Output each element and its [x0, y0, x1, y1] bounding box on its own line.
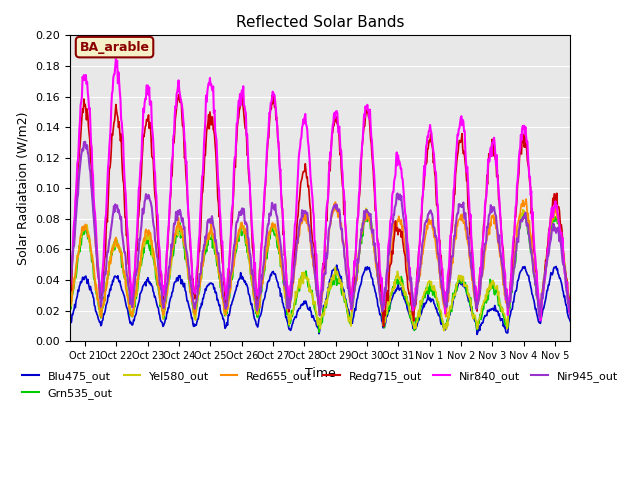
- Nir945_out: [242, 219, 250, 225]
- Nir945_out: [261, 244, 269, 250]
- Nir840_out: [242, 110, 250, 116]
- Redg715_out: [380, 324, 388, 329]
- Yel580_out: [260, 263, 268, 269]
- Nir840_out: [372, 206, 380, 212]
- X-axis label: Time: Time: [305, 367, 335, 380]
- Nir945_out: [81, 139, 89, 144]
- Nir840_out: [112, 56, 120, 62]
- Grn535_out: [566, 308, 574, 314]
- Grn535_out: [124, 298, 132, 303]
- Nir840_out: [261, 185, 269, 191]
- Grn535_out: [66, 310, 74, 316]
- Nir840_out: [566, 305, 574, 311]
- Blu475_out: [241, 278, 249, 284]
- Yel580_out: [400, 286, 408, 291]
- Red655_out: [217, 280, 225, 286]
- Redg715_out: [566, 311, 574, 317]
- Nir945_out: [217, 272, 225, 278]
- Red655_out: [125, 305, 132, 311]
- Redg715_out: [401, 251, 408, 257]
- Nir945_out: [372, 258, 380, 264]
- Redg715_out: [216, 232, 224, 238]
- Nir945_out: [400, 217, 408, 223]
- Redg715_out: [372, 209, 380, 215]
- Yel580_out: [566, 304, 574, 310]
- Blu475_out: [216, 308, 224, 313]
- Yel580_out: [124, 294, 132, 300]
- Nir840_out: [400, 193, 408, 199]
- Red655_out: [242, 226, 250, 231]
- Nir945_out: [66, 291, 74, 297]
- Nir840_out: [66, 288, 74, 294]
- Grn535_out: [260, 269, 268, 275]
- Red655_out: [566, 301, 574, 307]
- Redg715_out: [238, 88, 246, 94]
- Yel580_out: [216, 282, 224, 288]
- Red655_out: [98, 315, 106, 321]
- Legend: Blu475_out, Grn535_out, Yel580_out, Red655_out, Redg715_out, Nir840_out, Nir945_: Blu475_out, Grn535_out, Yel580_out, Red6…: [17, 367, 623, 403]
- Grn535_out: [241, 237, 249, 243]
- Nir945_out: [125, 285, 132, 290]
- Line: Nir945_out: Nir945_out: [70, 142, 570, 317]
- Blu475_out: [566, 319, 574, 324]
- Line: Blu475_out: Blu475_out: [70, 265, 570, 335]
- Blu475_out: [473, 332, 481, 337]
- Redg715_out: [261, 188, 269, 194]
- Line: Redg715_out: Redg715_out: [70, 91, 570, 326]
- Line: Red655_out: Red655_out: [70, 199, 570, 318]
- Blu475_out: [124, 311, 132, 317]
- Text: BA_arable: BA_arable: [79, 41, 150, 54]
- Blu475_out: [260, 297, 268, 302]
- Blu475_out: [66, 321, 74, 327]
- Grn535_out: [401, 294, 408, 300]
- Blu475_out: [372, 290, 380, 296]
- Line: Grn535_out: Grn535_out: [70, 210, 570, 332]
- Blu475_out: [333, 262, 340, 268]
- Yel580_out: [66, 312, 74, 317]
- Redg715_out: [242, 125, 250, 131]
- Blu475_out: [400, 296, 408, 301]
- Line: Nir840_out: Nir840_out: [70, 59, 570, 321]
- Redg715_out: [66, 293, 74, 299]
- Yel580_out: [241, 231, 249, 237]
- Yel580_out: [362, 205, 370, 211]
- Nir840_out: [217, 227, 225, 232]
- Yel580_out: [372, 258, 380, 264]
- Grn535_out: [315, 329, 323, 335]
- Grn535_out: [372, 262, 380, 267]
- Red655_out: [522, 196, 530, 202]
- Red655_out: [261, 264, 269, 269]
- Nir945_out: [566, 314, 574, 320]
- Nir840_out: [125, 250, 132, 255]
- Grn535_out: [363, 207, 371, 213]
- Redg715_out: [124, 261, 132, 267]
- Grn535_out: [216, 285, 224, 290]
- Y-axis label: Solar Radiataion (W/m2): Solar Radiataion (W/m2): [17, 111, 29, 265]
- Red655_out: [372, 264, 380, 270]
- Red655_out: [400, 235, 408, 240]
- Nir840_out: [536, 318, 544, 324]
- Red655_out: [66, 304, 74, 310]
- Line: Yel580_out: Yel580_out: [70, 208, 570, 331]
- Yel580_out: [440, 328, 447, 334]
- Title: Reflected Solar Bands: Reflected Solar Bands: [236, 15, 404, 30]
